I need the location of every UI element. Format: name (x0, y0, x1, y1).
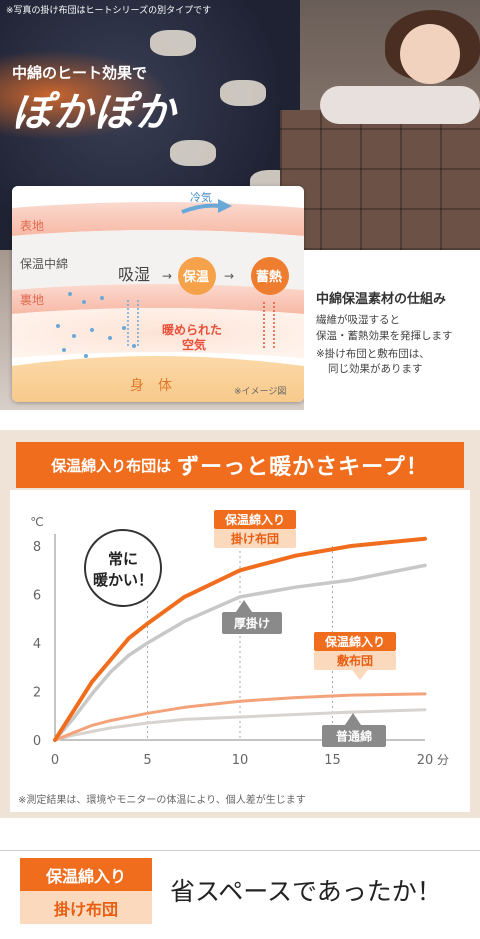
cold-air-arrowhead (218, 199, 232, 213)
x-unit-label: 分 (437, 753, 449, 767)
series-line-3 (53, 708, 427, 742)
product-tag-bottom: 掛け布団 (20, 891, 152, 924)
series-line-0 (53, 536, 427, 742)
cold-air-label: 冷気 (190, 190, 212, 204)
y-tick-label: 2 (33, 686, 41, 701)
kake-label-bottom-box (214, 529, 296, 548)
sleeping-woman-arm (320, 86, 480, 124)
mechanism-explanation: 中綿保温素材の仕組み 繊維が吸湿すると 保温・蓄熱効果を発揮します ※掛け布団と… (304, 250, 480, 410)
lining-layer (12, 284, 304, 314)
filling-label: 保温中綿 (20, 256, 68, 271)
moisture-dots (56, 292, 136, 358)
bottom-catch-copy: 省スペースであったか！ (170, 877, 442, 906)
body-layer (12, 356, 304, 402)
shiki-label-top: 保温綿入り (324, 634, 385, 649)
outer-fabric-layer (12, 202, 304, 236)
filling-layer (12, 230, 304, 290)
kake-label-bottom: 掛け布団 (231, 531, 279, 546)
explanation-line-2: 保温・蓄熱効果を発揮します (316, 330, 453, 342)
x-tick-label: 10 (232, 753, 249, 768)
futsuwata-label-box (322, 725, 386, 747)
lining-label: 裏地 (20, 292, 44, 307)
bubble-text-2: 暖かい！ (93, 571, 153, 589)
bubble-circle (84, 529, 162, 607)
y-unit-label: ℃ (30, 515, 43, 529)
warmed-air-label-2: 空気 (182, 337, 206, 352)
banner-small-text: 保温綿入り布団は (51, 456, 172, 475)
chart-card: 0 2 4 6 8 ℃ 0 5 10 15 20 分常に 暖かい！ 保温綿入り 掛け布団 厚掛け 保温綿入り 敷布… (10, 490, 470, 812)
moisture-up-arrows (127, 298, 139, 346)
banner-big-text: ずーっと暖かさキープ！ (177, 455, 429, 480)
shiki-pointer (352, 670, 368, 680)
heat-up-arrows (263, 300, 275, 348)
photo-note: ※写真の掛け布団はヒートシリーズの別タイプです (6, 6, 212, 16)
heat-store-label: 蓄熱 (256, 269, 282, 285)
y-tick-label: 0 (33, 734, 41, 749)
body-label: 身 体 (130, 378, 172, 394)
x-tick-label: 0 (51, 753, 59, 768)
atsugake-pointer (236, 600, 252, 612)
kake-label-top: 保温綿入り (224, 512, 285, 527)
explanation-line-1: 繊維が吸湿すると (316, 314, 400, 326)
warm-air-layer (12, 308, 304, 358)
catch-glow (0, 50, 170, 140)
y-tick-label: 4 (33, 637, 41, 652)
series-line-1 (53, 563, 427, 742)
shiki-label-top-box (314, 632, 396, 651)
warmed-air-label-1: 暖められた (162, 322, 222, 337)
catch-copy-small: 中綿のヒート効果で (12, 64, 148, 82)
explanation-line-4: 同じ効果があります (328, 363, 423, 375)
cold-air-arrow (181, 203, 221, 214)
mechanism-diagram: 冷気 表地 保温中綿 裏地 吸湿 → 保温 → 蓄熱 暖められた 空気 身 体 … (12, 186, 304, 402)
section-divider (0, 850, 480, 851)
kake-label-top-box (214, 510, 296, 529)
step-arrow-1: → (162, 269, 172, 283)
shiki-label-bottom: 敷布団 (337, 653, 373, 668)
series-line-2 (53, 692, 427, 742)
warmth-circle (178, 257, 216, 295)
absorb-label: 吸湿 (118, 265, 150, 284)
chart-banner: 保温綿入り布団は ずーっと暖かさキープ！ (16, 442, 464, 488)
explanation-line-3: ※掛け布団と敷布団は、 (316, 348, 430, 360)
y-tick-label: 6 (33, 589, 41, 604)
atsugake-label-box (222, 612, 282, 634)
chart-footnote: ※測定結果は、環境やモニターの体温により、個人差が生じます (18, 795, 306, 806)
atsugake-label: 厚掛け (234, 616, 270, 631)
mechanism-diagram-svg: 冷気 表地 保温中綿 裏地 吸湿 → 保温 → 蓄熱 暖められた 空気 身 体 … (12, 186, 304, 402)
y-tick-label: 8 (33, 540, 41, 555)
outer-fabric-label: 表地 (20, 219, 44, 233)
futsuwata-label: 普通綿 (336, 729, 372, 744)
x-tick-label: 15 (324, 753, 341, 768)
heat-store-circle (251, 257, 289, 295)
mattress-pad (280, 110, 480, 250)
x-tick-label: 5 (143, 753, 151, 768)
hero-photo: ※写真の掛け布団はヒートシリーズの別タイプです 中綿のヒート効果で ぽかぽか (0, 0, 480, 410)
warmth-label: 保温 (182, 269, 209, 285)
sleeping-woman-face (400, 24, 460, 84)
bubble-text-1: 常に (108, 550, 138, 568)
shiki-label-bottom-box (314, 651, 396, 670)
x-tick-label: 20 (417, 753, 434, 768)
image-note: ※イメージ図 (234, 386, 286, 397)
catch-copy-big: ぽかぽか (12, 90, 176, 136)
futsuwata-pointer (345, 713, 361, 725)
step-arrow-2: → (224, 269, 234, 283)
explanation-heading: 中綿保温素材の仕組み (316, 292, 447, 307)
product-tag-top: 保温綿入り (20, 858, 152, 891)
